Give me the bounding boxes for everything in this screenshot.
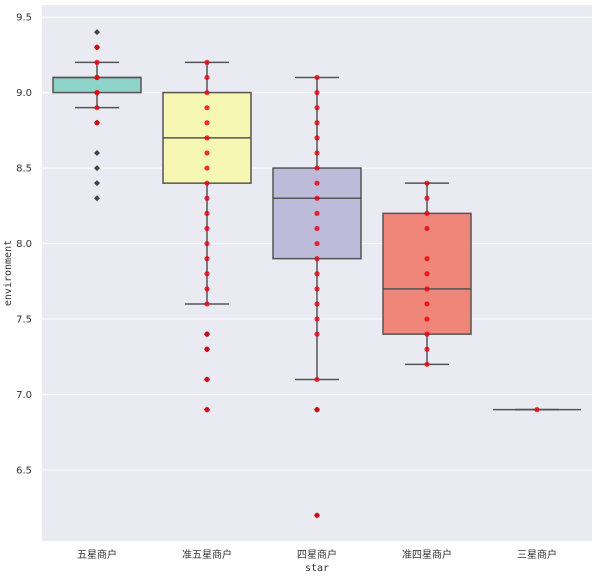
data-point (424, 331, 430, 337)
data-point (204, 407, 210, 413)
data-point (94, 105, 100, 111)
data-point (314, 210, 320, 216)
data-point (314, 271, 320, 277)
data-point (314, 120, 320, 126)
x-tick-label: 三星商户 (517, 548, 557, 561)
data-point (424, 271, 430, 277)
data-point (314, 240, 320, 247)
data-point (204, 89, 210, 96)
data-point (314, 150, 320, 156)
data-point (424, 195, 430, 201)
y-tick-label: 6.5 (16, 466, 32, 477)
data-point (314, 512, 320, 518)
data-point (94, 120, 100, 126)
data-point (314, 180, 320, 186)
x-tick-labels: 五星商户 准五星商户 四星商户 准四星商户 三星商户 (77, 548, 557, 561)
data-point (204, 225, 210, 232)
data-point (314, 301, 320, 307)
data-point (204, 135, 210, 141)
data-point (204, 240, 210, 247)
data-point (94, 44, 100, 50)
data-point (424, 256, 430, 262)
data-point (534, 407, 540, 413)
y-tick-labels: 6.5 7.0 7.5 8.0 8.5 9.0 9.5 (16, 13, 32, 477)
data-point (204, 150, 210, 156)
y-tick-label: 7.5 (16, 315, 32, 326)
x-tick-label: 准四星商户 (402, 548, 452, 561)
data-point (314, 407, 320, 413)
x-tick-label: 准五星商户 (182, 548, 232, 561)
data-point (424, 301, 430, 307)
data-point (314, 256, 320, 262)
data-point (94, 74, 100, 81)
outlier-point (94, 165, 100, 172)
data-point (204, 120, 210, 126)
data-point (204, 165, 210, 171)
data-point (204, 195, 210, 201)
data-point (204, 376, 210, 383)
data-point (424, 316, 430, 322)
y-tick-label: 8.5 (16, 164, 32, 175)
x-tick-label: 五星商户 (77, 548, 117, 561)
data-point (314, 225, 320, 232)
data-point (204, 256, 210, 262)
outlier-point (94, 195, 100, 202)
data-point (424, 210, 430, 216)
data-point (204, 180, 210, 186)
x-axis-title: star (305, 563, 329, 574)
data-point (314, 195, 320, 201)
data-point (314, 331, 320, 337)
outlier-point (94, 29, 100, 36)
y-tick-label: 8.0 (16, 239, 32, 250)
data-point (424, 225, 430, 232)
data-point (314, 286, 320, 292)
data-point (204, 271, 210, 277)
data-point (424, 180, 430, 186)
data-point (204, 331, 210, 337)
outlier-point (94, 149, 100, 156)
data-point (314, 89, 320, 96)
y-axis-title: environment (3, 240, 14, 306)
data-point (314, 316, 320, 322)
data-point (314, 376, 320, 383)
data-point (424, 346, 430, 352)
data-point (204, 59, 210, 65)
data-point (314, 135, 320, 141)
data-point (204, 210, 210, 216)
data-point (314, 74, 320, 81)
data-point (204, 346, 210, 352)
data-point (94, 59, 100, 65)
data-point (94, 89, 100, 96)
data-point (204, 74, 210, 81)
data-point (424, 361, 430, 367)
outlier-point (94, 180, 100, 187)
strip-points (94, 44, 540, 518)
data-point (314, 105, 320, 111)
y-tick-label: 9.5 (16, 13, 32, 24)
data-point (204, 301, 210, 307)
data-point (204, 105, 210, 111)
data-point (204, 286, 210, 292)
y-tick-label: 7.0 (16, 390, 32, 401)
data-point (314, 165, 320, 171)
data-point (424, 286, 430, 292)
x-tick-label: 四星商户 (297, 548, 337, 561)
y-tick-label: 9.0 (16, 88, 32, 99)
